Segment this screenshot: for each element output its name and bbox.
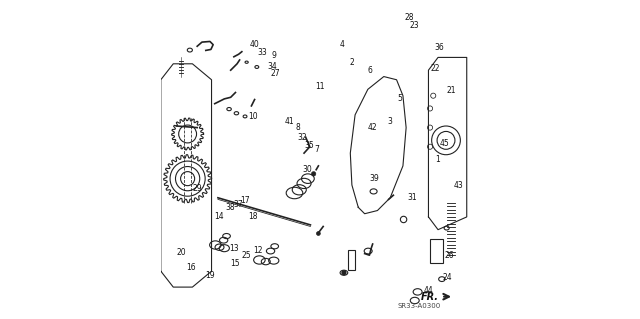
- Text: 22: 22: [430, 64, 440, 73]
- Text: 2: 2: [349, 58, 355, 67]
- Text: 33: 33: [258, 48, 268, 57]
- Text: 29: 29: [193, 184, 202, 193]
- Text: 8: 8: [295, 123, 300, 132]
- Text: 16: 16: [186, 263, 196, 272]
- Text: 43: 43: [454, 181, 463, 189]
- Text: 42: 42: [368, 123, 378, 132]
- Text: 20: 20: [177, 248, 186, 256]
- Circle shape: [342, 271, 346, 275]
- Text: 9: 9: [271, 51, 276, 60]
- Text: 6: 6: [367, 66, 372, 75]
- Text: 7: 7: [314, 145, 319, 154]
- Text: 23: 23: [410, 21, 419, 30]
- Text: 18: 18: [248, 212, 258, 221]
- Text: 45: 45: [440, 139, 449, 148]
- Text: 35: 35: [304, 141, 314, 150]
- Text: 30: 30: [302, 165, 312, 174]
- Text: 40: 40: [250, 40, 259, 49]
- Text: 34: 34: [268, 63, 277, 71]
- Text: 36: 36: [435, 43, 445, 52]
- Text: 12: 12: [253, 246, 262, 255]
- Text: 27: 27: [271, 69, 280, 78]
- Text: 25: 25: [242, 251, 252, 260]
- Text: FR.: FR.: [420, 292, 438, 302]
- Text: 28: 28: [404, 13, 414, 22]
- Text: 1: 1: [436, 155, 440, 164]
- Text: 39: 39: [369, 174, 379, 183]
- Text: 21: 21: [446, 86, 456, 95]
- Text: 32: 32: [298, 133, 307, 142]
- Text: 11: 11: [316, 82, 324, 91]
- Text: SR33-A0300: SR33-A0300: [397, 303, 440, 309]
- Text: 44: 44: [424, 286, 433, 295]
- Text: 38: 38: [226, 203, 236, 212]
- Text: 24: 24: [443, 273, 452, 282]
- Text: 15: 15: [230, 259, 240, 268]
- Text: 19: 19: [205, 271, 215, 280]
- Text: 37: 37: [234, 200, 244, 209]
- Text: 4: 4: [340, 40, 345, 49]
- Text: 26: 26: [444, 251, 454, 260]
- Bar: [430, 239, 443, 263]
- Text: 31: 31: [408, 193, 417, 202]
- Text: 41: 41: [285, 117, 294, 126]
- Bar: [348, 250, 355, 270]
- Text: 3: 3: [388, 117, 392, 126]
- Circle shape: [312, 172, 316, 176]
- Text: 13: 13: [229, 244, 239, 253]
- Text: 5: 5: [397, 94, 402, 103]
- Text: 10: 10: [248, 112, 258, 121]
- Circle shape: [317, 232, 320, 235]
- Text: 14: 14: [214, 212, 225, 221]
- Text: 17: 17: [240, 197, 250, 205]
